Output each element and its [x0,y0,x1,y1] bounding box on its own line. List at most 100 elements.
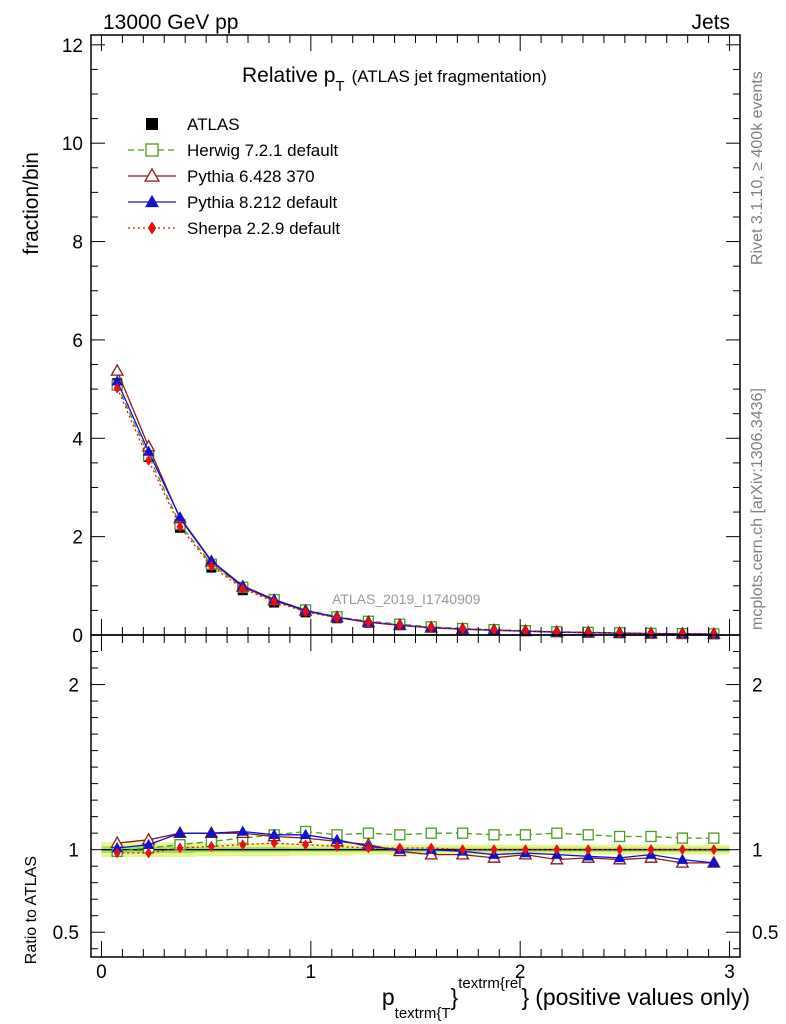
ratio-point-0 [488,829,500,841]
y-tick-label: 6 [72,331,83,352]
ratio-point-0 [676,832,689,844]
ratio-point-2 [676,853,689,864]
ratio-point-3 [459,844,467,856]
y-tick-label: 10 [62,134,83,155]
series-point-3 [207,560,215,572]
series-point-3 [239,583,247,595]
series-point-3 [647,628,655,640]
ratio-point-2 [331,833,343,845]
series-point-3 [113,382,121,394]
y-tick-label: 8 [72,233,83,254]
legend-marker [145,194,159,208]
ratio-point-3 [113,847,121,859]
legend-label: Pythia 8.212 default [187,193,338,212]
ratio-line-2 [117,830,714,864]
legend-label: ATLAS [187,115,240,134]
legend-label: Pythia 6.428 370 [187,167,315,186]
ratio-point-3 [239,839,247,851]
series-point-3 [616,627,624,639]
x-tick-label: 3 [724,962,735,983]
legend-entry: Pythia 6.428 370 [128,167,315,186]
series-point-3 [302,606,310,618]
ratio-point-3 [521,844,529,856]
ratio-point-2 [205,827,218,838]
y-tick-label: 2 [72,528,83,549]
legend-marker [143,167,161,182]
y-tick-label: 4 [72,429,83,450]
ratio-point-3 [364,842,372,854]
series-point-2 [111,375,123,386]
series-point-2 [174,511,186,522]
legend-label: Sherpa 2.2.9 default [187,219,340,238]
ratio-tick-label: 1 [68,841,79,862]
ratio-point-0 [519,829,532,841]
analysis-watermark: ATLAS_2019_I1740909 [332,591,481,607]
series-point-3 [396,619,404,631]
ratio-tick-label-right: 1 [752,841,763,862]
ratio-point-2 [142,838,155,849]
ratio-axis-label: Ratio to ATLAS [23,856,40,964]
ratio-point-0 [551,827,563,839]
series-point-3 [145,454,153,466]
ratio-tick-label: 2 [68,676,79,697]
ratio-point-2 [268,828,280,840]
series-point-3 [459,623,467,635]
y-tick-label: 12 [62,36,83,57]
legend-entry: Sherpa 2.2.9 default [128,219,340,238]
ratio-point-0 [425,827,437,839]
series-point-3 [427,621,435,633]
ratio-point-0 [456,827,469,839]
ratio-point-3 [145,847,153,859]
legend-entry: Pythia 8.212 default [128,193,338,212]
x-tick-label: 0 [96,962,107,983]
main-panel: 0 2 4 6 8 10 12 [62,34,741,647]
ratio-point-3 [616,844,624,856]
x-tick-label: 1 [306,962,317,983]
legend-marker [146,118,158,130]
ratio-point-2 [708,856,720,868]
series-point-3 [333,612,341,624]
ratio-point-0 [708,832,720,844]
ratio-marks [110,825,721,868]
category-label: Jets [691,11,730,34]
main-data-marks [110,363,721,640]
series-point-3 [364,616,372,628]
ratio-point-3 [207,840,215,852]
rivet-label: Rivet 3.1.10, ≥ 400k events [749,71,766,265]
legend-marker [147,221,157,235]
ratio-point-3 [396,842,404,854]
ratio-frame [90,634,741,958]
ratio-point-0 [613,830,626,843]
ratio-panel: 0.5 0.5 1 1 2 2 0 1 2 3 [53,634,778,983]
ratio-point-3 [333,840,341,852]
ratio-tick-label-right: 0.5 [752,923,778,944]
main-axes: 0 2 4 6 8 10 12 [62,35,740,647]
series-point-1 [110,363,125,376]
ratio-point-2 [111,842,123,853]
ratio-point-3 [490,844,498,856]
ratio-point-2 [299,828,312,840]
legend-label: Herwig 7.2.1 default [187,141,338,160]
ratio-point-2 [174,827,186,838]
series-point-3 [710,628,718,640]
series-line-0 [116,384,714,635]
series-point-3 [521,625,529,637]
ratio-point-3 [270,837,278,849]
ratio-point-0 [582,829,594,841]
ratio-tick-label: 0.5 [53,923,79,944]
y-tick-label: 0 [72,626,83,647]
ratio-axes: 0.5 0.5 1 1 2 2 0 1 2 3 [53,635,778,983]
series-point-3 [176,521,184,533]
ratio-point-0 [394,829,406,841]
legend: ATLAS Herwig 7.2.1 default Pythia 6.428 37… [128,115,340,238]
ratio-point-3 [427,842,435,854]
legend-entry: Herwig 7.2.1 default [128,141,338,160]
ratio-point-3 [176,842,184,854]
ratio-tick-label-right: 2 [752,676,763,697]
y-axis-label: fraction/bin [20,152,43,255]
energy-label: 13000 GeV pp [103,11,238,34]
ratio-point-3 [710,844,718,856]
ratio-point-3 [302,839,310,851]
x-axis-label: ptextrm{T}textrm{rel} (positive values on… [382,975,750,1022]
